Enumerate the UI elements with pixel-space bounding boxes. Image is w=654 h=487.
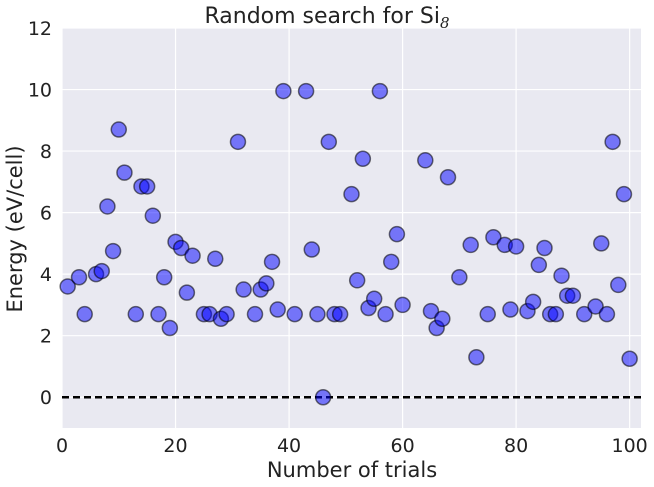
data-point bbox=[155, 268, 173, 286]
data-point bbox=[275, 82, 292, 100]
plot-area bbox=[62, 28, 641, 428]
data-point bbox=[309, 305, 326, 323]
data-points bbox=[59, 82, 638, 406]
data-point bbox=[524, 293, 542, 311]
data-point bbox=[258, 275, 275, 292]
data-point bbox=[144, 207, 162, 224]
data-point bbox=[70, 268, 88, 286]
data-point bbox=[536, 239, 553, 257]
data-point bbox=[76, 305, 93, 323]
data-point bbox=[615, 185, 633, 203]
data-point bbox=[593, 235, 610, 252]
data-point bbox=[303, 241, 321, 258]
data-point bbox=[394, 296, 411, 314]
data-point bbox=[621, 350, 638, 368]
y-tick-label: 4 bbox=[40, 264, 52, 286]
data-point bbox=[93, 262, 110, 280]
data-point bbox=[116, 164, 133, 181]
data-point bbox=[422, 302, 440, 320]
data-point bbox=[479, 305, 496, 323]
data-point bbox=[246, 305, 264, 323]
data-point bbox=[587, 298, 604, 315]
y-tick-labels: 0 2 4 6 8 10 12 bbox=[28, 18, 52, 409]
data-point bbox=[530, 256, 548, 274]
data-point bbox=[99, 198, 116, 215]
data-point bbox=[354, 150, 372, 168]
x-tick-label: 40 bbox=[277, 435, 301, 457]
data-point bbox=[371, 82, 389, 100]
data-point bbox=[343, 185, 360, 203]
data-point bbox=[269, 301, 286, 318]
data-point bbox=[172, 239, 190, 257]
data-point bbox=[382, 253, 400, 271]
data-point bbox=[434, 310, 451, 328]
data-point bbox=[417, 152, 434, 169]
data-point bbox=[439, 168, 457, 186]
data-point bbox=[388, 225, 406, 243]
data-point bbox=[184, 247, 201, 264]
y-tick-label: 2 bbox=[40, 326, 52, 348]
y-tick-label: 8 bbox=[40, 141, 52, 163]
data-point bbox=[161, 319, 179, 337]
data-point bbox=[104, 242, 122, 260]
data-point bbox=[604, 133, 621, 151]
data-point bbox=[110, 121, 128, 138]
x-tick-label: 20 bbox=[163, 435, 187, 457]
x-tick-labels: 0 20 40 60 80 100 bbox=[56, 435, 648, 457]
x-axis-label: Number of trials bbox=[267, 458, 437, 482]
data-point bbox=[564, 287, 582, 304]
data-point bbox=[263, 253, 281, 271]
data-point bbox=[207, 250, 224, 268]
data-point bbox=[331, 305, 349, 323]
data-point bbox=[127, 305, 145, 323]
x-tick-label: 100 bbox=[612, 435, 648, 457]
data-point bbox=[502, 301, 519, 318]
data-point bbox=[575, 305, 593, 323]
y-tick-label: 0 bbox=[40, 387, 52, 409]
data-point bbox=[314, 388, 332, 406]
grid-lines bbox=[61, 27, 641, 428]
data-point bbox=[610, 276, 627, 294]
y-tick-label: 10 bbox=[28, 80, 52, 102]
data-point bbox=[377, 305, 394, 323]
data-point bbox=[468, 348, 485, 366]
x-tick-label: 0 bbox=[56, 435, 68, 457]
data-point bbox=[320, 133, 338, 151]
data-point bbox=[229, 133, 247, 151]
data-point bbox=[150, 305, 167, 323]
data-point bbox=[547, 305, 565, 323]
data-point bbox=[235, 281, 252, 298]
data-point bbox=[598, 305, 616, 323]
data-point bbox=[462, 236, 479, 254]
data-point bbox=[286, 305, 303, 323]
x-tick-label: 60 bbox=[390, 435, 414, 457]
data-point bbox=[218, 305, 235, 323]
chart-title: Random search for Si8 bbox=[204, 4, 449, 32]
data-point bbox=[178, 284, 196, 301]
data-point bbox=[138, 178, 156, 195]
data-point bbox=[485, 228, 502, 246]
data-point bbox=[365, 290, 383, 308]
data-point bbox=[59, 278, 76, 295]
data-point bbox=[348, 272, 366, 289]
x-tick-label: 80 bbox=[504, 435, 528, 457]
data-point bbox=[451, 268, 468, 286]
y-tick-label: 6 bbox=[40, 203, 52, 225]
y-axis-label: Energy (eV/cell) bbox=[3, 145, 27, 312]
data-point bbox=[507, 238, 525, 255]
data-point bbox=[297, 82, 315, 100]
data-point bbox=[553, 267, 570, 284]
y-tick-label: 12 bbox=[28, 18, 52, 40]
